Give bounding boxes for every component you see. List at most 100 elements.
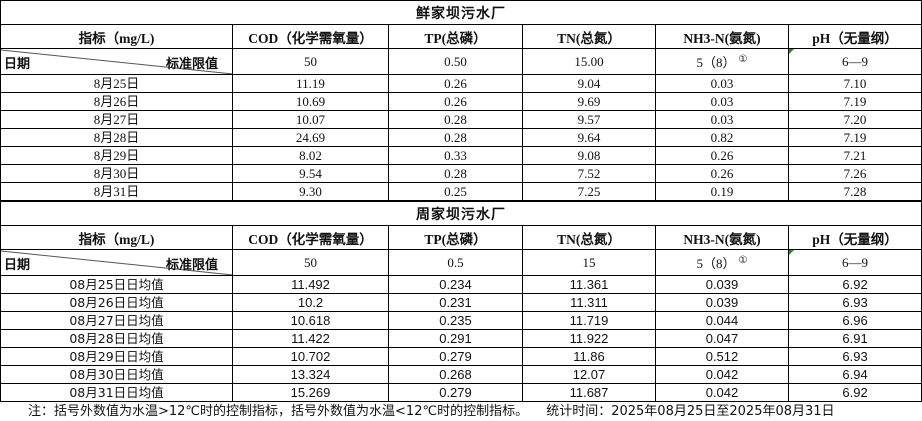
footer-note: 注：括号外数值为水温>12℃时的控制指标，括号外数值为水温<12℃时的控制指标。 <box>28 404 529 419</box>
table-row: 8月26日 10.69 0.26 9.69 0.03 7.19 <box>0 92 922 111</box>
value-cell: 9.57 <box>522 110 656 129</box>
value-cell: 7.10 <box>787 74 922 93</box>
value-cell: 0.26 <box>655 164 789 183</box>
table-row: 08月29日日均值 10.702 0.279 11.86 0.512 6.93 <box>0 347 922 366</box>
table-row: 8月29日 8.02 0.33 9.08 0.26 7.21 <box>0 146 922 165</box>
date-label: 日期 <box>4 57 31 72</box>
diagonal-header-cell: 日期 标准限值 <box>0 48 233 75</box>
limit-text: 5（8） <box>696 256 736 271</box>
limit-text: 6—9 <box>842 254 869 270</box>
limit-value: 0.5 <box>388 249 523 276</box>
value-cell: 0.235 <box>388 311 523 330</box>
column-header: 指标（mg/L) <box>0 24 233 49</box>
value-cell: 7.19 <box>787 92 922 111</box>
plant-title: 鲜家坝污水厂 <box>0 0 922 25</box>
limit-value: 15.00 <box>522 48 656 75</box>
value-cell: 7.21 <box>787 146 922 165</box>
footer: 注：括号外数值为水温>12℃时的控制指标，括号外数值为水温<12℃时的控制指标。… <box>0 402 922 421</box>
value-cell: 0.512 <box>655 347 789 366</box>
limit-text: 0.5 <box>447 254 464 270</box>
value-cell: 0.291 <box>388 329 523 348</box>
value-cell: 12.07 <box>522 365 656 384</box>
column-header: TN(总氮） <box>522 24 656 49</box>
value-cell: 0.234 <box>388 275 523 294</box>
value-cell: 7.25 <box>522 182 656 201</box>
value-cell: 6.91 <box>787 329 922 348</box>
value-cell: 0.039 <box>655 293 789 312</box>
table-row: 8月25日 11.19 0.26 9.04 0.03 7.10 <box>0 74 922 93</box>
value-cell: 15.269 <box>232 383 389 402</box>
date-cell: 8月26日 <box>0 92 233 111</box>
value-cell: 9.54 <box>232 164 389 183</box>
value-cell: 10.2 <box>232 293 389 312</box>
value-cell: 10.07 <box>232 110 389 129</box>
value-cell: 0.26 <box>388 92 523 111</box>
limit-text: 50 <box>304 53 317 69</box>
value-cell: 9.69 <box>522 92 656 111</box>
value-cell: 11.361 <box>522 275 656 294</box>
footer-period: 统计时间：2025年08月25日至2025年08月31日 <box>546 404 835 419</box>
date-cell: 08月30日日均值 <box>0 365 233 384</box>
limit-value: 15 <box>522 249 656 276</box>
date-label: 日期 <box>4 258 31 273</box>
value-cell: 13.324 <box>232 365 389 384</box>
value-cell: 0.03 <box>655 92 789 111</box>
value-cell: 11.311 <box>522 293 656 312</box>
limit-text: 15.00 <box>574 53 604 69</box>
date-cell: 8月30日 <box>0 164 233 183</box>
value-cell: 0.039 <box>655 275 789 294</box>
value-cell: 0.279 <box>388 347 523 366</box>
value-cell: 0.25 <box>388 182 523 201</box>
limit-label: 标准限值 <box>165 57 218 72</box>
value-cell: 0.279 <box>388 383 523 402</box>
date-cell: 8月31日 <box>0 182 233 201</box>
value-cell: 0.26 <box>655 146 789 165</box>
footnote-marker: ① <box>738 53 748 65</box>
value-cell: 0.33 <box>388 146 523 165</box>
value-cell: 0.26 <box>388 74 523 93</box>
limit-value: 6—9 <box>787 48 922 75</box>
limit-value: 50 <box>232 48 389 75</box>
column-header: TP(总磷） <box>388 24 523 49</box>
diagonal-header-cell: 日期 标准限值 <box>0 249 233 276</box>
value-cell: 11.492 <box>232 275 389 294</box>
table-row: 08月28日日均值 11.422 0.291 11.922 0.047 6.91 <box>0 329 922 348</box>
value-cell: 6.94 <box>787 365 922 384</box>
value-cell: 9.04 <box>522 74 656 93</box>
limit-text: 50 <box>304 254 317 270</box>
value-cell: 0.268 <box>388 365 523 384</box>
limit-value: 0.50 <box>388 48 523 75</box>
date-cell: 08月25日日均值 <box>0 275 233 294</box>
date-cell: 08月28日日均值 <box>0 329 233 348</box>
date-cell: 8月28日 <box>0 128 233 147</box>
table-row: 08月31日日均值 15.269 0.279 11.687 0.042 6.92 <box>0 383 922 402</box>
value-cell: 7.20 <box>787 110 922 129</box>
date-cell: 8月29日 <box>0 146 233 165</box>
value-cell: 10.69 <box>232 92 389 111</box>
water-quality-report: 鲜家坝污水厂 指标（mg/L) COD（化学需氧量） TP(总磷） TN(总氮） NH3-… <box>0 0 922 402</box>
value-cell: 0.03 <box>655 74 789 93</box>
value-cell: 7.26 <box>787 164 922 183</box>
table-row: 8月27日 10.07 0.28 9.57 0.03 7.20 <box>0 110 922 129</box>
value-cell: 11.86 <box>522 347 656 366</box>
column-header: 指标（mg/L) <box>0 225 233 250</box>
diagonal-line <box>1 250 232 275</box>
value-cell: 0.19 <box>655 182 789 201</box>
table-row: 8月28日 24.69 0.28 9.64 0.82 7.19 <box>0 128 922 147</box>
limit-text: 15 <box>582 254 596 270</box>
table-row: 8月30日 9.54 0.28 7.52 0.26 7.26 <box>0 164 922 183</box>
date-cell: 08月26日日均值 <box>0 293 233 312</box>
date-cell: 8月27日 <box>0 110 233 129</box>
limit-value: 5（8） ① <box>655 48 789 75</box>
value-cell: 0.28 <box>388 110 523 129</box>
value-cell: 0.231 <box>388 293 523 312</box>
value-cell: 0.042 <box>655 383 789 402</box>
value-cell: 6.92 <box>787 275 922 294</box>
limit-value: 50 <box>232 249 389 276</box>
value-cell: 24.69 <box>232 128 389 147</box>
column-header: NH3-N(氨氮) <box>655 225 789 250</box>
table-row: 8月31日 9.30 0.25 7.25 0.19 7.28 <box>0 182 922 201</box>
column-header: NH3-N(氨氮) <box>655 24 789 49</box>
value-cell: 0.044 <box>655 311 789 330</box>
date-cell: 08月29日日均值 <box>0 347 233 366</box>
